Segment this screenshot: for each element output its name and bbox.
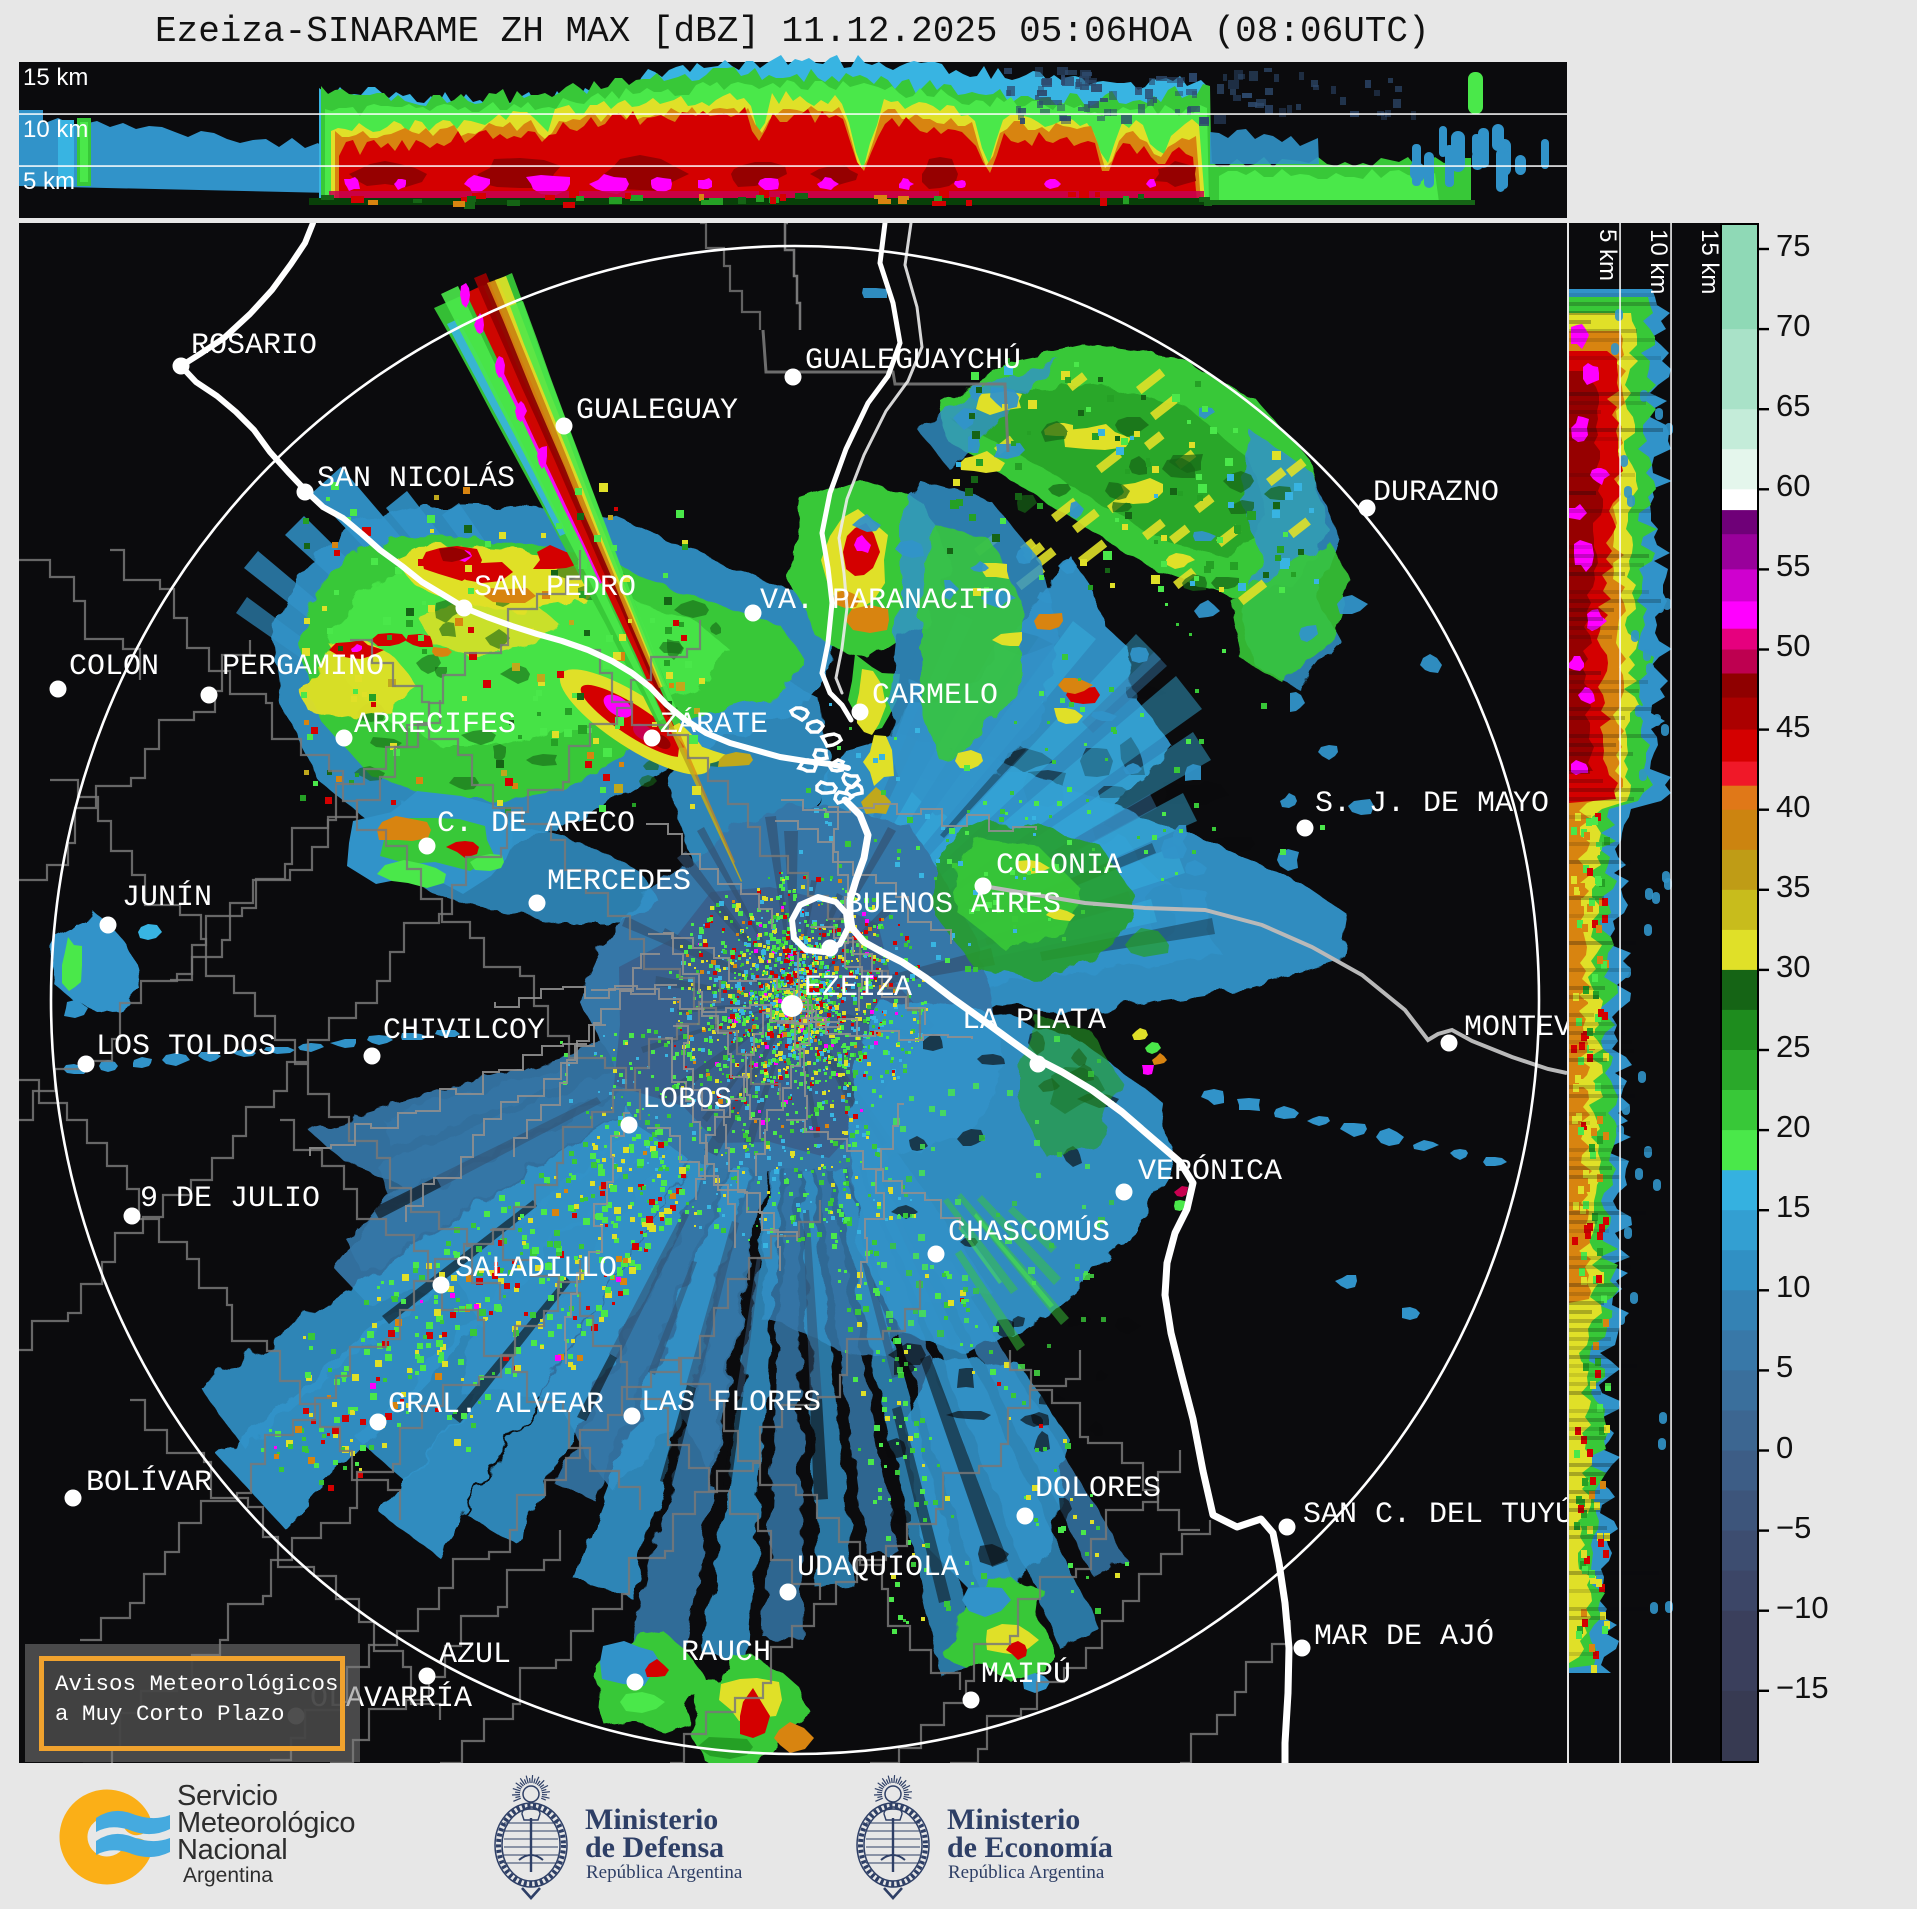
svg-text:BOLÍVAR: BOLÍVAR — [86, 1465, 212, 1500]
svg-text:JUNÍN: JUNÍN — [122, 880, 212, 915]
svg-text:AZUL: AZUL — [439, 1638, 511, 1672]
svg-text:EZEIZA: EZEIZA — [804, 971, 912, 1005]
svg-text:GRAL. ALVEAR: GRAL. ALVEAR — [388, 1388, 604, 1422]
svg-text:SAN NICOLÁS: SAN NICOLÁS — [317, 461, 515, 496]
svg-text:UDAQUIOLA: UDAQUIOLA — [797, 1551, 959, 1585]
svg-text:CHASCOMÚS: CHASCOMÚS — [948, 1215, 1110, 1250]
svg-text:COLON: COLON — [69, 650, 159, 684]
svg-text:DOLORES: DOLORES — [1035, 1472, 1161, 1506]
svg-text:MAR DE AJÓ: MAR DE AJÓ — [1314, 1619, 1494, 1654]
svg-text:RAUCH: RAUCH — [681, 1636, 771, 1670]
svg-text:LOS TOLDOS: LOS TOLDOS — [96, 1030, 276, 1064]
svg-text:VA. PARANACITO: VA. PARANACITO — [760, 584, 1012, 618]
svg-text:ROSARIO: ROSARIO — [191, 329, 317, 363]
svg-text:VERÓNICA: VERÓNICA — [1138, 1154, 1282, 1189]
svg-text:5 km: 5 km — [1594, 229, 1621, 281]
svg-text:PERGAMINO: PERGAMINO — [222, 650, 384, 684]
svg-text:LA PLATA: LA PLATA — [962, 1004, 1106, 1038]
svg-text:S. J. DE MAYO: S. J. DE MAYO — [1315, 787, 1549, 821]
svg-text:C. DE ARECO: C. DE ARECO — [437, 807, 635, 841]
svg-text:ARRECIFES: ARRECIFES — [354, 708, 516, 742]
svg-text:10 km: 10 km — [1645, 229, 1672, 294]
svg-text:MAIPÚ: MAIPÚ — [981, 1657, 1071, 1692]
svg-text:COLONIA: COLONIA — [996, 849, 1122, 883]
svg-text:GUALEGUAY: GUALEGUAY — [576, 394, 738, 428]
svg-text:ZÁRATE: ZÁRATE — [660, 707, 768, 742]
svg-text:MERCEDES: MERCEDES — [547, 865, 691, 899]
svg-text:BUENOS AIRES: BUENOS AIRES — [845, 888, 1061, 922]
svg-text:LAS FLORES: LAS FLORES — [641, 1386, 821, 1420]
svg-text:LOBOS: LOBOS — [642, 1083, 732, 1117]
svg-text:SALADILLO: SALADILLO — [455, 1252, 617, 1286]
svg-text:15 km: 15 km — [23, 64, 88, 91]
svg-text:CHIVILCOY: CHIVILCOY — [383, 1014, 545, 1048]
svg-text:MONTEVIDEO: MONTEVIDEO — [1464, 1011, 1644, 1045]
svg-text:15 km: 15 km — [1696, 229, 1723, 294]
svg-text:CARMELO: CARMELO — [872, 679, 998, 713]
svg-text:10 km: 10 km — [23, 116, 88, 143]
svg-text:SAN C. DEL TUYÚ: SAN C. DEL TUYÚ — [1303, 1497, 1573, 1532]
svg-text:5 km: 5 km — [23, 168, 75, 195]
svg-text:SAN PEDRO: SAN PEDRO — [474, 571, 636, 605]
svg-text:9 DE JULIO: 9 DE JULIO — [140, 1182, 320, 1216]
svg-text:DURAZNO: DURAZNO — [1373, 476, 1499, 510]
svg-text:GUALEGUAYCHÚ: GUALEGUAYCHÚ — [805, 343, 1021, 378]
